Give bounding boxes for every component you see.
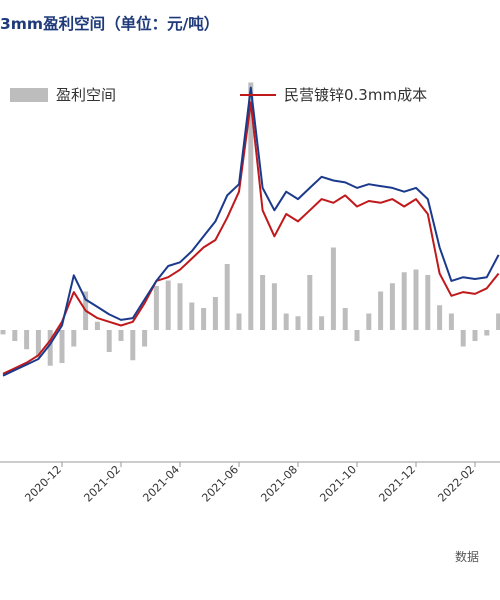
profit-bar [165,280,171,330]
profit-bar [248,82,254,330]
profit-bar [330,247,336,330]
profit-bar [59,330,65,363]
legend: 盈利空间 民营镀锌0.3mm成本 [10,86,427,104]
profit-bar [24,330,30,350]
x-tick-label: 2021-10 [317,463,359,505]
chart-title: 3mm盈利空间（单位：元/吨） [0,15,220,33]
profit-bar [354,330,360,341]
profit-bar [283,313,289,330]
legend-label-cost: 民营镀锌0.3mm成本 [284,86,427,104]
profit-bar [236,313,242,330]
profit-bar [94,321,100,330]
profit-bar [401,272,407,330]
profit-bar [47,330,53,366]
profit-bar [177,283,183,330]
x-tick-label: 2021-06 [199,463,241,505]
profit-bar [366,313,372,330]
profit-bar [12,330,18,341]
profit-bar [342,308,348,330]
profit-bar [319,316,325,330]
profit-bar [189,302,195,330]
profit-bar [389,283,395,330]
legend-bar-swatch [10,88,48,102]
profit-bar [142,330,148,347]
profit-bar [425,275,431,330]
profit-bar [106,330,112,352]
profit-bar [224,264,230,330]
x-axis: 2020-12 2021-02 2021-04 2021-06 2021-08 2021-… [0,461,500,505]
profit-bar [378,291,384,330]
price-lines [2,86,500,377]
x-tick-label: 2022-02 [435,463,477,505]
profit-bar [130,330,136,361]
source-note: 数据 [455,550,480,564]
profit-bar [35,330,41,358]
profit-bar [118,330,124,341]
profit-bar [271,283,277,330]
profit-bar [448,313,454,330]
profit-bar [484,330,490,336]
profit-bars [0,82,500,366]
x-tick-label: 2021-02 [81,463,123,505]
profit-bar [460,330,466,347]
profit-bar [71,330,77,347]
profit-bar [496,313,500,330]
x-tick-label: 2021-04 [140,463,182,505]
profit-bar [437,305,443,330]
profit-bar [307,275,313,330]
profit-bar [201,308,207,330]
x-tick-label: 2020-12 [22,463,64,505]
profit-bar [413,269,419,330]
profit-bar [295,316,301,330]
profit-bar [0,330,6,335]
profit-bar [212,297,218,330]
profit-bar [260,275,266,330]
profit-bar [153,286,159,330]
profit-bar [472,330,478,341]
price-line [2,86,500,377]
x-tick-label: 2021-12 [376,463,418,505]
cost-line [2,101,500,375]
x-tick-label: 2021-08 [258,463,300,505]
legend-label-profit: 盈利空间 [56,86,116,104]
